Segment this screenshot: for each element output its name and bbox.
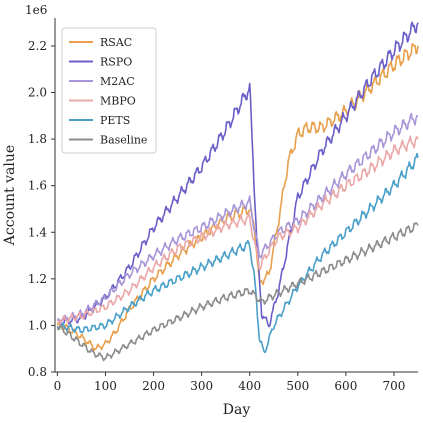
plot-lines <box>56 21 419 362</box>
x-axis-ticks: 0 100 200 300 400 500 600 700 <box>54 372 406 393</box>
y-tick-label: 1.8 <box>28 132 47 146</box>
y-tick-label: 2.2 <box>28 39 47 53</box>
y-tick-label: 1.6 <box>28 179 47 193</box>
legend-label: Baseline <box>100 134 147 147</box>
legend-label: MBPO <box>100 95 136 108</box>
x-tick-label: 500 <box>286 379 309 393</box>
legend-label: RSAC <box>100 36 132 49</box>
x-tick-label: 200 <box>142 379 165 393</box>
y-tick-label: 1.4 <box>28 225 47 239</box>
series-line-m2ac <box>56 112 418 325</box>
y-tick-label: 2.0 <box>28 86 47 100</box>
x-tick-label: 700 <box>383 379 406 393</box>
legend-label: M2AC <box>100 75 135 88</box>
series-line-pets <box>56 152 419 354</box>
y-tick-label: 1.2 <box>28 272 47 286</box>
legend: RSAC RSPO M2AC MBPO PETS Baseline <box>61 27 157 154</box>
y-tick-label: 1.0 <box>28 318 47 332</box>
series-line-mbpo <box>57 135 419 325</box>
x-tick-label: 100 <box>94 379 117 393</box>
legend-label: RSPO <box>100 56 132 69</box>
y-tick-label: 0.8 <box>28 365 47 379</box>
x-tick-label: 400 <box>238 379 261 393</box>
x-tick-label: 600 <box>334 379 357 393</box>
y-axis-label: Account value <box>2 145 18 246</box>
legend-label: PETS <box>100 114 130 127</box>
legend-box <box>61 27 157 154</box>
x-tick-label: 300 <box>190 379 213 393</box>
x-axis-label: Day <box>223 402 251 418</box>
axes <box>54 18 418 373</box>
series-line-baseline <box>56 222 419 362</box>
y-axis-ticks: 0.8 1.0 1.2 1.4 1.6 1.8 2.0 2.2 <box>28 39 55 379</box>
y-axis-exponent-label: 1e6 <box>25 3 47 17</box>
x-tick-label: 0 <box>54 379 62 393</box>
